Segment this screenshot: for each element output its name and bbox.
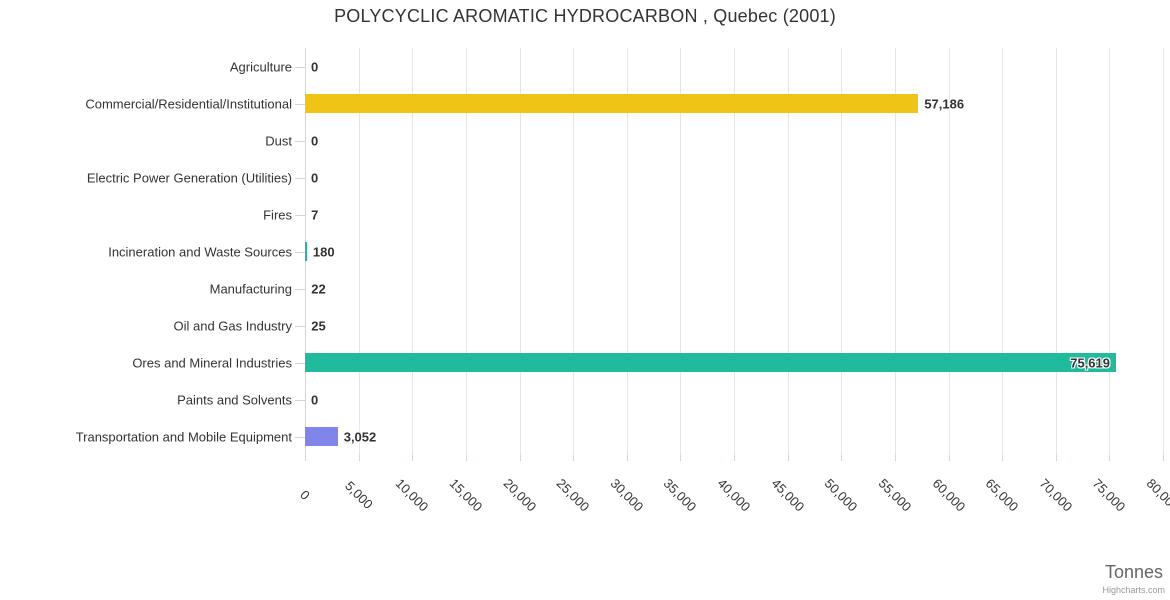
- category-label: Transportation and Mobile Equipment: [75, 429, 292, 444]
- value-axis-label: 50,000: [821, 475, 861, 515]
- value-axis-tick: [787, 455, 789, 461]
- value-axis-tick: [412, 455, 414, 461]
- bar[interactable]: [305, 94, 919, 113]
- value-axis-tick: [894, 455, 896, 461]
- data-label: 3,052: [343, 429, 377, 444]
- category-tick: [295, 177, 305, 179]
- category-tick: [295, 140, 305, 142]
- gridline: [787, 48, 789, 455]
- value-axis-label: 55,000: [875, 475, 915, 515]
- gridline: [680, 48, 682, 455]
- value-axis-label: 5,000: [341, 478, 376, 512]
- value-axis-label: 75,000: [1090, 475, 1129, 515]
- value-axis-label: 40,000: [714, 475, 754, 515]
- gridline: [1002, 48, 1004, 455]
- value-axis-label: 10,000: [392, 475, 432, 515]
- data-label: 57,186: [924, 96, 965, 111]
- data-label: 0: [311, 392, 319, 407]
- gridline: [626, 48, 628, 455]
- value-axis-tick: [465, 455, 467, 461]
- value-axis-label: 60,000: [929, 475, 968, 515]
- value-axis-tick: [1163, 455, 1164, 461]
- category-tick: [295, 325, 305, 327]
- category-label: Ores and Mineral Industries: [132, 355, 292, 370]
- value-axis-tick: [305, 455, 306, 461]
- bar[interactable]: [305, 427, 338, 446]
- category-label: Agriculture: [229, 59, 292, 74]
- value-axis-label: 15,000: [446, 475, 486, 515]
- category-label: Oil and Gas Industry: [173, 318, 293, 333]
- value-axis-label: 30,000: [607, 475, 647, 515]
- gridline: [948, 48, 950, 455]
- value-axis-title: Tonnes: [1104, 562, 1163, 582]
- category-label: Incineration and Waste Sources: [108, 244, 292, 259]
- value-axis-label: 70,000: [1036, 475, 1076, 515]
- value-axis-label: 25,000: [553, 475, 593, 515]
- value-axis-label: 20,000: [500, 475, 539, 515]
- chart-title: POLYCYCLIC AROMATIC HYDROCARBON , Quebec…: [334, 6, 836, 26]
- data-label: 0: [311, 170, 319, 185]
- value-axis-tick: [680, 455, 682, 461]
- value-axis-tick: [519, 455, 521, 461]
- value-axis-label: 35,000: [661, 475, 700, 515]
- gridline: [573, 48, 575, 455]
- category-label: Electric Power Generation (Utilities): [86, 170, 292, 185]
- value-axis-tick: [358, 455, 360, 461]
- gridline: [1109, 48, 1111, 455]
- data-label: 22: [311, 281, 326, 296]
- data-label: 25: [311, 318, 326, 333]
- bar[interactable]: [305, 242, 307, 261]
- data-label: 180: [312, 244, 335, 259]
- gridline: [358, 48, 360, 455]
- highcharts-credits-link[interactable]: Highcharts.com: [1102, 585, 1165, 595]
- category-tick: [295, 399, 305, 401]
- gridline: [841, 48, 843, 455]
- value-axis-tick: [573, 455, 575, 461]
- value-axis-tick: [948, 455, 950, 461]
- data-label: 0: [311, 133, 319, 148]
- category-label: Paints and Solvents: [177, 392, 292, 407]
- value-axis-tick: [1109, 455, 1111, 461]
- value-axis-label: 0: [297, 487, 313, 503]
- gridline: [519, 48, 521, 455]
- category-label: Manufacturing: [209, 281, 292, 296]
- gridline: [1163, 48, 1164, 455]
- category-tick: [295, 436, 305, 438]
- value-axis-label: 45,000: [768, 475, 807, 515]
- category-tick: [295, 214, 305, 216]
- gridline: [1055, 48, 1057, 455]
- bar[interactable]: [305, 353, 1116, 372]
- gridline: [734, 48, 735, 455]
- data-label: 75,619: [1070, 355, 1110, 370]
- data-label: 0: [311, 59, 319, 74]
- value-axis-label: 80,000: [1143, 475, 1170, 515]
- value-axis-tick: [734, 455, 735, 461]
- value-axis-tick: [841, 455, 843, 461]
- value-axis-tick: [626, 455, 628, 461]
- category-label: Commercial/Residential/Institutional: [85, 96, 292, 111]
- value-axis-tick: [1055, 455, 1057, 461]
- gridline: [412, 48, 414, 455]
- gridline: [894, 48, 896, 455]
- value-axis-tick: [1002, 455, 1004, 461]
- gridline: [465, 48, 467, 455]
- category-tick: [295, 251, 305, 253]
- value-axis-label: 65,000: [982, 475, 1022, 515]
- category-label: Fires: [263, 207, 292, 222]
- category-tick: [295, 103, 305, 105]
- category-label: Dust: [265, 133, 292, 148]
- data-label: 7: [311, 207, 319, 222]
- category-tick: [295, 66, 305, 68]
- category-tick: [295, 288, 305, 290]
- category-tick: [295, 362, 305, 364]
